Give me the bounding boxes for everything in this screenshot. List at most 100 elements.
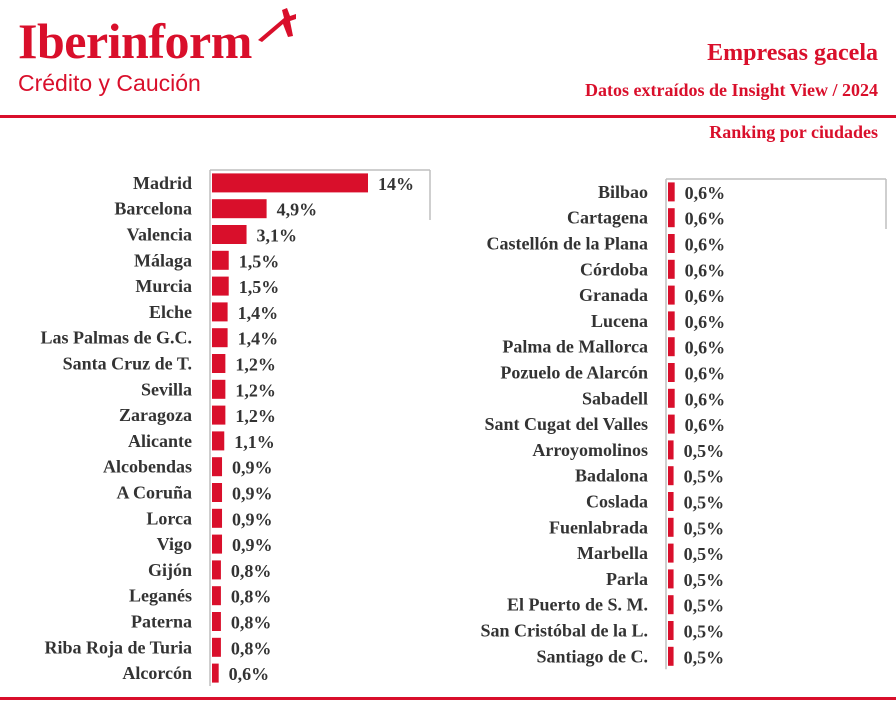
bar <box>212 250 229 270</box>
bar <box>668 388 675 408</box>
category-label: Córdoba <box>580 259 648 279</box>
bar <box>668 595 674 615</box>
data-label: 1,5% <box>239 251 280 271</box>
bar <box>212 199 267 219</box>
data-label: 0,5% <box>684 518 725 538</box>
category-label: Málaga <box>134 250 192 270</box>
category-label: El Puerto de S. M. <box>507 595 648 615</box>
bar <box>212 173 368 193</box>
bar <box>212 302 228 322</box>
bar <box>212 276 229 296</box>
category-label: Badalona <box>575 466 648 486</box>
category-label: Elche <box>149 302 192 322</box>
bar <box>668 259 675 279</box>
category-label: Bilbao <box>598 182 648 202</box>
category-label: A Coruña <box>116 483 192 503</box>
data-label: 0,6% <box>685 235 726 255</box>
data-label: 1,4% <box>238 329 279 349</box>
data-label: 0,6% <box>685 209 726 229</box>
data-label: 0,5% <box>684 544 725 564</box>
bar <box>212 431 225 451</box>
data-label: 1,2% <box>235 355 276 375</box>
data-label: 3,1% <box>257 226 298 246</box>
data-label: 0,9% <box>232 484 273 504</box>
top-divider <box>0 115 896 118</box>
category-label: Zaragoza <box>119 405 192 425</box>
category-label: Alcorcón <box>122 663 192 683</box>
data-label: 0,6% <box>229 664 270 684</box>
bar <box>212 225 247 244</box>
category-label: Valencia <box>127 225 192 245</box>
bar <box>668 234 675 253</box>
data-label: 0,8% <box>231 638 272 658</box>
bar <box>668 569 674 589</box>
bar <box>212 483 223 502</box>
bar <box>668 208 675 228</box>
category-label: Riba Roja de Turia <box>44 637 192 657</box>
data-label: 0,6% <box>685 183 726 203</box>
category-label: Palma de Mallorca <box>502 337 648 357</box>
bar <box>212 508 223 528</box>
category-label: Leganés <box>129 586 192 606</box>
category-label: Santiago de C. <box>536 646 648 666</box>
category-label: Las Palmas de G.C. <box>40 328 192 348</box>
ranking-label: Ranking por ciudades <box>709 122 878 142</box>
data-label: 0,9% <box>232 535 273 555</box>
data-label: 0,6% <box>685 260 726 280</box>
category-label: Alcobendas <box>103 457 192 477</box>
bar <box>212 457 223 477</box>
bar <box>212 534 223 554</box>
category-label: Castellón de la Plana <box>486 234 648 254</box>
category-label: Gijón <box>148 560 192 580</box>
bar <box>668 285 675 305</box>
bar <box>212 354 226 373</box>
category-label: Alicante <box>128 431 192 451</box>
brand-name: Iberinform <box>18 13 252 69</box>
category-label: Vigo <box>157 534 192 554</box>
bar <box>212 560 221 580</box>
data-label: 0,6% <box>685 312 726 332</box>
category-label: Lucena <box>591 311 648 331</box>
bar <box>212 405 226 425</box>
bar <box>212 586 221 606</box>
data-label: 14% <box>378 174 414 194</box>
bar <box>212 637 221 657</box>
data-label: 0,5% <box>684 441 725 461</box>
category-label: Sant Cugat del Valles <box>484 414 648 434</box>
data-label: 0,9% <box>232 509 273 529</box>
bar <box>212 663 219 683</box>
bar <box>668 440 674 460</box>
data-label: 0,9% <box>232 458 273 478</box>
category-label: Sevilla <box>141 379 192 399</box>
chart-panel-2: Bilbao 0,6% Cartagena 0,6% Castellón de la P… <box>480 178 887 670</box>
bar <box>668 182 675 202</box>
category-label: Fuenlabrada <box>549 517 648 537</box>
bar <box>212 612 221 631</box>
data-label: 0,5% <box>684 622 725 642</box>
data-label: 0,8% <box>231 561 272 581</box>
bar <box>668 311 675 331</box>
bar <box>668 621 674 640</box>
category-label: Coslada <box>586 492 648 512</box>
bar <box>668 646 674 666</box>
data-label: 1,5% <box>239 277 280 297</box>
bottom-divider <box>0 697 896 700</box>
plane-icon <box>258 8 296 42</box>
chart-subtitle: Datos extraídos de Insight View / 2024 <box>584 80 878 100</box>
category-label: Cartagena <box>567 208 648 228</box>
data-label: 1,2% <box>235 380 276 400</box>
chart-title: Empresas gacela <box>707 40 878 66</box>
data-label: 0,8% <box>231 613 272 633</box>
data-label: 0,5% <box>684 647 725 667</box>
bar <box>668 363 675 382</box>
category-label: Arroyomolinos <box>532 440 648 460</box>
brand-subtitle: Crédito y Caución <box>18 70 201 96</box>
data-label: 0,6% <box>685 389 726 409</box>
bar <box>668 337 675 357</box>
bar <box>668 517 674 537</box>
chart-panel-1: Madrid 14% Barcelona 4,9% Valencia 3,1% Málaga… <box>40 169 431 686</box>
category-label: Santa Cruz de T. <box>63 354 192 374</box>
data-label: 0,6% <box>685 415 726 435</box>
data-label: 0,5% <box>684 570 725 590</box>
